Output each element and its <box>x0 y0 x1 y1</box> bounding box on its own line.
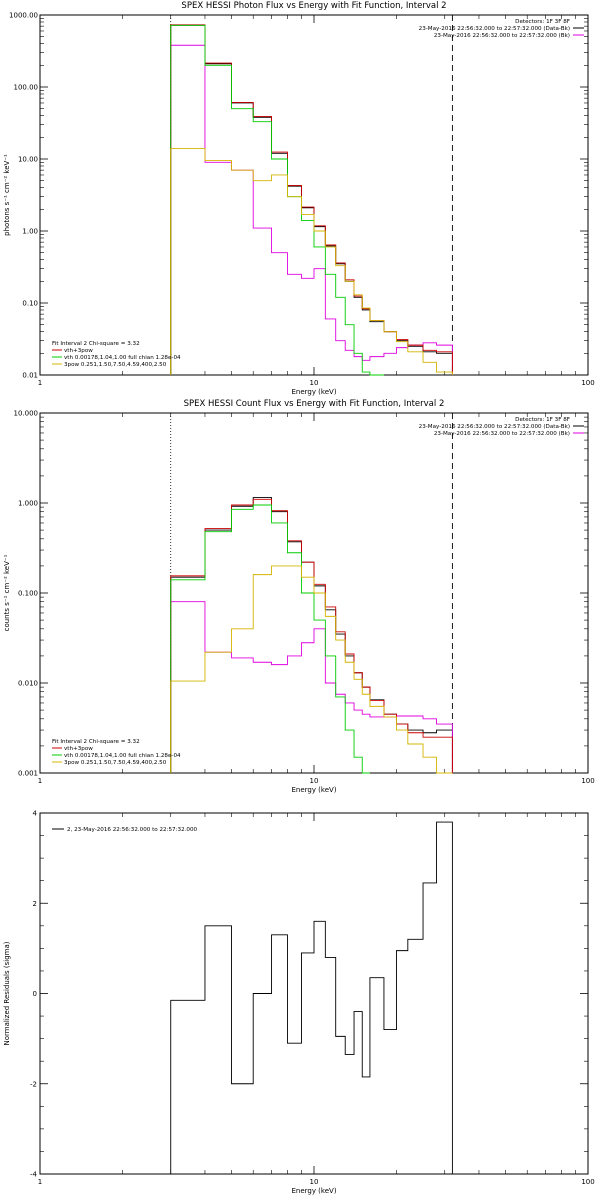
series-line-vth-0-00178-1-04-1-00-full-chian-1-28e-04 <box>170 24 384 376</box>
y-axis-label: counts s⁻¹ cm⁻² keV⁻¹ <box>3 554 11 631</box>
x-tick-label: 10 <box>310 379 319 387</box>
legend-entry: 2, 23-May-2016 22:56:32.000 to 22:57:32.… <box>67 827 198 833</box>
x-axis-label: Energy (keV) <box>291 1187 336 1195</box>
x-tick-label: 1 <box>38 777 42 785</box>
x-tick-label: 10 <box>310 777 319 785</box>
info-text-line: Detectors: 1F 3F 8F <box>515 19 570 25</box>
y-tick-label: 10.000 <box>14 410 39 418</box>
x-tick-label: 100 <box>581 777 594 785</box>
x-axis-label: Energy (keV) <box>291 388 336 396</box>
y-tick-label: 10.00 <box>18 156 38 164</box>
y-tick-label: 1.00 <box>22 228 38 236</box>
legend-header: Fit Interval 2 Chi-square = 3.32 <box>52 739 140 745</box>
y-tick-label: 100.00 <box>14 84 39 92</box>
y-tick-label: -4 <box>30 1171 38 1179</box>
legend-entry: vth+3pow <box>64 746 93 752</box>
y-tick-label: 0.01 <box>22 372 38 380</box>
series-line-data-bk <box>170 24 453 375</box>
chart-title: SPEX HESSI Count Flux vs Energy with Fit… <box>184 399 445 409</box>
y-tick-label: 2 <box>33 900 37 908</box>
plot-frame <box>39 812 589 1175</box>
x-axis-label: Energy (keV) <box>291 786 336 794</box>
x-tick-label: 100 <box>581 1178 594 1186</box>
info-text-line: Detectors: 1F 3F 8F <box>515 417 570 423</box>
series-line-vth-3pow <box>170 24 453 375</box>
legend-entry: vth+3pow <box>64 348 93 354</box>
plot-frame <box>39 14 589 376</box>
residuals-panel: 1 10 100 Energy (keV) -4 -2 0 2 4 Normalized Resi… <box>3 810 595 1196</box>
x-tick-label: 1 <box>38 379 42 387</box>
info-text-line: 23-May-2016 22:56:32.000 to 22:57:32.000… <box>419 424 570 430</box>
legend-entry: 3pow 0.251,1.50,7.50,4.59,400,2.50 <box>64 362 167 368</box>
x-tick-label: 100 <box>581 379 594 387</box>
series-line-3pow-0-251-1-50-7-50-4-59-400-2-50 <box>170 148 453 375</box>
info-text-line: 23-May-2016 22:56:32.000 to 22:57:32.000… <box>434 33 570 39</box>
series-line-bk <box>170 44 453 375</box>
y-tick-label: 1.000 <box>18 500 38 508</box>
legend-entry: vth 0.00178,1.04,1.00 full chian 1.28e-0… <box>64 355 181 361</box>
legend-entry: 3pow 0.251,1.50,7.50,4.59,400,2.50 <box>64 760 167 766</box>
y-tick-label: 0.10 <box>22 300 38 308</box>
y-axis-label: photons s⁻¹ cm⁻² keV⁻¹ <box>3 154 11 236</box>
series-line-vth-3pow <box>170 498 453 773</box>
series-line-3pow-0-251-1-50-7-50-4-59-400-2-50 <box>170 565 453 774</box>
y-tick-label: 1000.00 <box>9 12 38 20</box>
y-tick-label: -2 <box>30 1080 37 1088</box>
y-tick-label: 4 <box>33 810 38 818</box>
series-line-vth-0-00178-1-04-1-00-full-chian-1-28e-04 <box>170 504 370 774</box>
count-flux-panel: SPEX HESSI Count Flux vs Energy with Fit… <box>3 399 595 794</box>
info-text-line: 23-May-2016 22:56:32.000 to 22:57:32.000… <box>434 431 570 437</box>
legend-header: Fit Interval 2 Chi-square = 3.32 <box>52 341 140 347</box>
y-tick-label: 0 <box>33 990 37 998</box>
info-text-line: 23-May-2016 22:56:32.000 to 22:57:32.000… <box>419 26 570 32</box>
series-line-data-bk <box>170 497 453 773</box>
x-tick-label: 1 <box>38 1178 42 1186</box>
series-line-residuals <box>170 821 453 1174</box>
y-tick-label: 0.100 <box>18 590 38 598</box>
y-tick-label: 0.001 <box>18 770 38 778</box>
x-tick-label: 10 <box>310 1178 319 1186</box>
series-line-bk <box>170 601 453 773</box>
y-tick-label: 0.010 <box>18 680 38 688</box>
chart-title: SPEX HESSI Photon Flux vs Energy with Fi… <box>181 1 446 11</box>
photon-flux-panel: SPEX HESSI Photon Flux vs Energy with Fi… <box>3 1 595 396</box>
y-axis-label: Normalized Residuals (sigma) <box>3 941 11 1045</box>
legend-entry: vth 0.00178,1.04,1.00 full chian 1.28e-0… <box>64 753 181 759</box>
